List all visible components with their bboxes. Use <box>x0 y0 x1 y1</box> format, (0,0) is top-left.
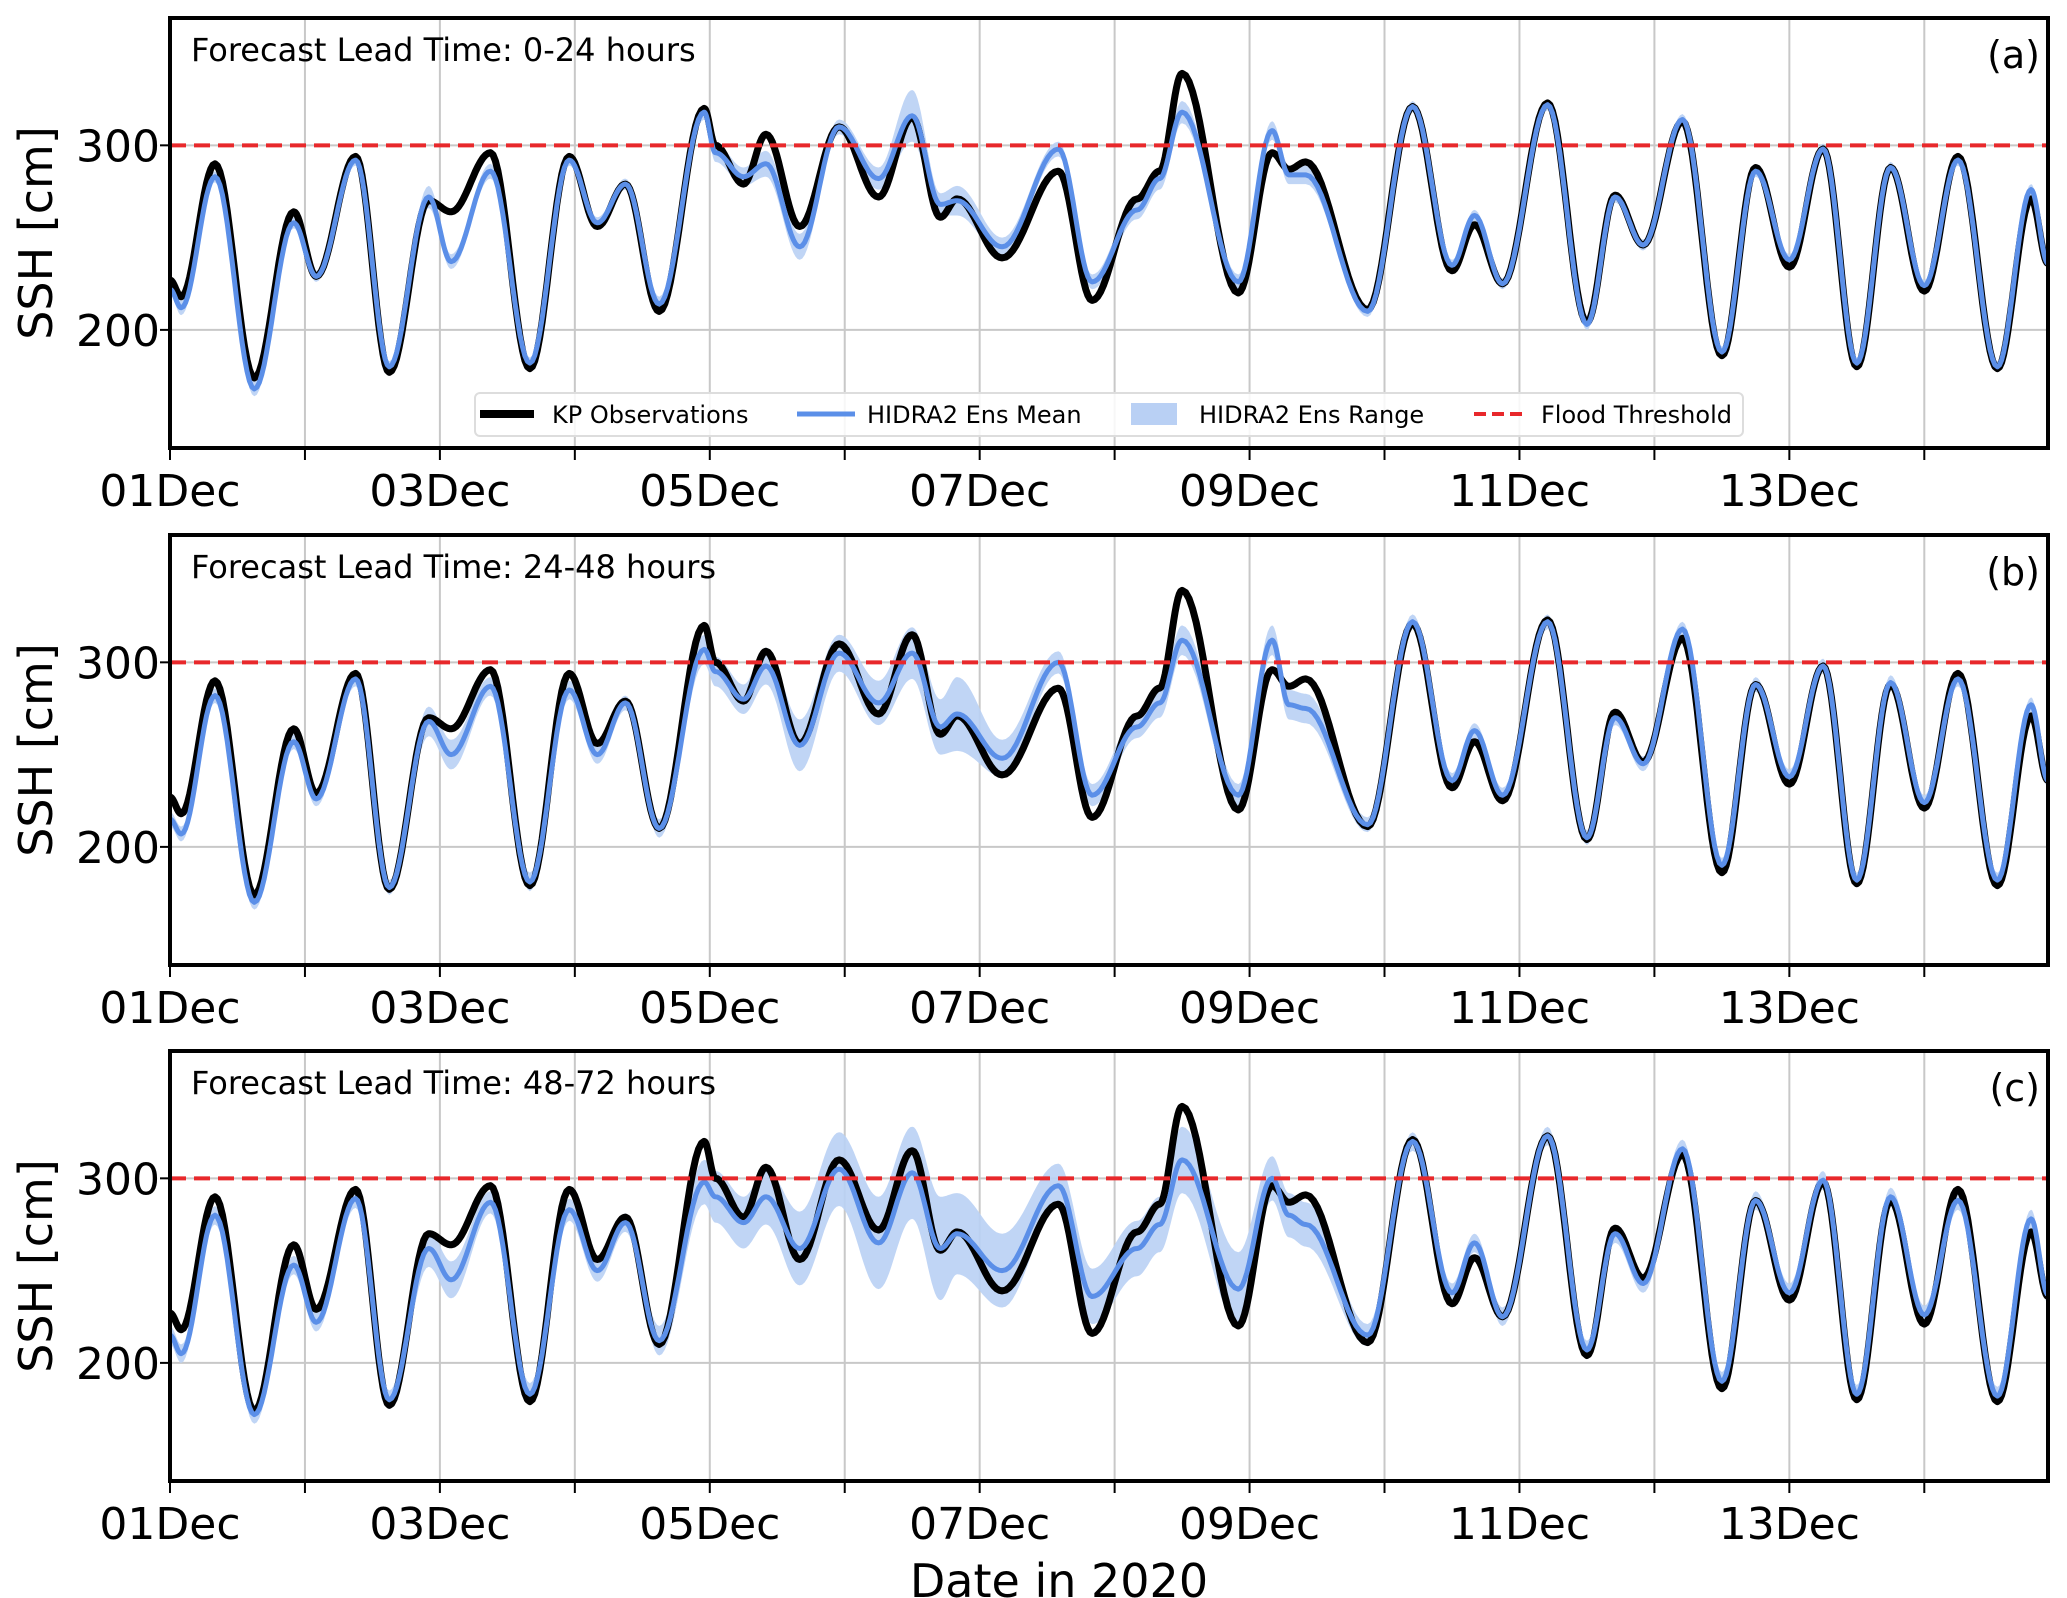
lead-time-annotation: Forecast Lead Time: 0-24 hours <box>191 31 696 69</box>
lead-time-annotation: Forecast Lead Time: 24-48 hours <box>191 548 716 586</box>
x-tick-label: 09Dec <box>1179 983 1320 1034</box>
panel-a: 200 300 01Dec 03Dec 05Dec 07Dec 09Dec 11Dec 13De… <box>9 16 2050 517</box>
x-tick-label: 01Dec <box>99 983 240 1034</box>
x-tick-label: 13Dec <box>1719 983 1860 1034</box>
x-tick-label: 05Dec <box>639 466 780 517</box>
plot-area <box>170 1102 2048 1424</box>
axes-frame <box>168 1049 2050 1483</box>
x-tick-label: 03Dec <box>369 983 510 1034</box>
x-tick-label: 09Dec <box>1179 1499 1320 1550</box>
legend: KP Observations HIDRA2 Ens Mean HIDRA2 Ens… <box>474 392 1744 437</box>
lead-time-annotation: Forecast Lead Time: 48-72 hours <box>191 1064 716 1102</box>
panel-c: 200 300 01Dec 03Dec 05Dec 07Dec 09Dec 11Dec 13De… <box>9 1049 2050 1598</box>
panel-b: 200 300 01Dec 03Dec 05Dec 07Dec 09Dec 11Dec 13De… <box>9 533 2050 1034</box>
x-tick-label: 07Dec <box>909 1499 1050 1550</box>
x-tick-label: 11Dec <box>1449 466 1590 517</box>
ensemble-range-band <box>170 1126 2048 1424</box>
y-tick-label: 300 <box>76 1154 160 1205</box>
ensemble-mean-line <box>170 1133 2048 1418</box>
panel-label: (a) <box>1987 33 2040 77</box>
legend-range-swatch <box>1131 403 1177 425</box>
x-tick-label: 09Dec <box>1179 466 1320 517</box>
x-tick-label: 03Dec <box>369 466 510 517</box>
x-tick-label: 05Dec <box>639 1499 780 1550</box>
plot-area <box>170 586 2048 910</box>
x-tick-label: 05Dec <box>639 983 780 1034</box>
y-tick-label: 300 <box>76 121 160 172</box>
y-axis-label: SSH [cm] <box>9 643 63 857</box>
x-tick-label: 07Dec <box>909 466 1050 517</box>
x-tick-label: 03Dec <box>369 1499 510 1550</box>
legend-range-label: HIDRA2 Ens Range <box>1199 401 1424 429</box>
legend-flood-label: Flood Threshold <box>1541 401 1732 429</box>
y-tick-label: 200 <box>76 823 160 874</box>
x-tick-label: 13Dec <box>1719 466 1860 517</box>
x-tick-label: 11Dec <box>1449 1499 1590 1550</box>
x-tick-label: 01Dec <box>99 1499 240 1550</box>
panel-label: (c) <box>1989 1066 2040 1110</box>
axes-frame <box>168 533 2050 967</box>
ensemble-range-band <box>170 90 2048 397</box>
ensemble-range-band <box>170 614 2048 910</box>
legend-box <box>474 392 1744 437</box>
panel-label: (b) <box>1986 550 2040 594</box>
ensemble-mean-line <box>170 619 2048 905</box>
x-tick-label: 07Dec <box>909 983 1050 1034</box>
x-axis-label: Date in 2020 <box>910 1554 1208 1598</box>
y-tick-label: 200 <box>76 1339 160 1390</box>
x-tick-label: 11Dec <box>1449 983 1590 1034</box>
y-axis-label: SSH [cm] <box>9 126 63 340</box>
legend-mean-label: HIDRA2 Ens Mean <box>867 401 1082 429</box>
legend-obs-label: KP Observations <box>552 401 749 429</box>
axes-frame <box>168 16 2050 450</box>
ensemble-mean-line <box>170 102 2048 392</box>
y-axis-label: SSH [cm] <box>9 1159 63 1373</box>
plot-area <box>170 69 2048 397</box>
observations-line <box>170 69 2048 382</box>
y-tick-label: 300 <box>76 638 160 689</box>
y-tick-label: 200 <box>76 306 160 357</box>
x-tick-label: 01Dec <box>99 466 240 517</box>
x-tick-label: 13Dec <box>1719 1499 1860 1550</box>
